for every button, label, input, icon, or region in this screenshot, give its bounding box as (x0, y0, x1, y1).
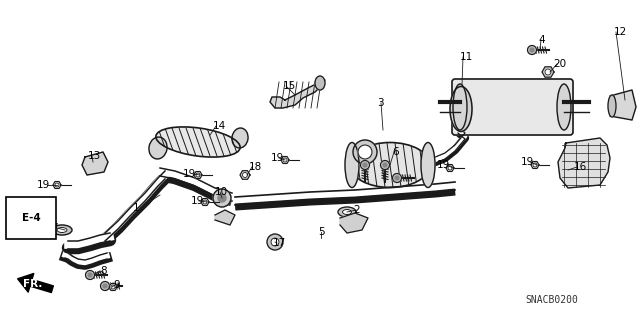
Circle shape (111, 285, 115, 289)
Text: 7: 7 (51, 223, 58, 233)
Text: 17: 17 (273, 238, 286, 248)
Circle shape (86, 271, 95, 279)
Circle shape (395, 176, 399, 180)
Ellipse shape (57, 227, 67, 233)
Text: FR.: FR. (23, 279, 42, 289)
Circle shape (530, 48, 534, 52)
Text: 11: 11 (460, 52, 473, 62)
Circle shape (203, 200, 207, 204)
Text: 19: 19 (271, 153, 284, 163)
Circle shape (103, 284, 107, 288)
Circle shape (360, 160, 369, 169)
Circle shape (271, 238, 279, 246)
Polygon shape (610, 90, 636, 120)
Ellipse shape (350, 143, 430, 188)
Polygon shape (281, 157, 289, 163)
Polygon shape (53, 182, 61, 189)
Text: E-4: E-4 (22, 213, 41, 223)
Ellipse shape (342, 210, 351, 214)
Ellipse shape (453, 84, 467, 130)
Text: 4: 4 (538, 35, 545, 45)
Polygon shape (240, 171, 250, 179)
Circle shape (267, 234, 283, 250)
Ellipse shape (232, 128, 248, 148)
Polygon shape (109, 284, 117, 291)
Ellipse shape (156, 127, 240, 157)
Text: 3: 3 (377, 98, 383, 108)
Circle shape (545, 69, 551, 75)
Circle shape (283, 158, 287, 162)
Circle shape (381, 160, 390, 169)
Text: 10: 10 (215, 187, 228, 197)
Text: 19: 19 (183, 169, 196, 179)
Ellipse shape (315, 76, 325, 90)
Text: 6: 6 (392, 147, 399, 157)
Polygon shape (270, 80, 325, 108)
Circle shape (55, 183, 59, 187)
Text: 16: 16 (574, 162, 588, 172)
Polygon shape (446, 165, 454, 172)
Text: 18: 18 (249, 162, 262, 172)
Ellipse shape (52, 225, 72, 235)
Polygon shape (201, 198, 209, 205)
Polygon shape (542, 67, 554, 77)
FancyBboxPatch shape (452, 79, 573, 135)
Circle shape (358, 145, 372, 159)
Text: 19: 19 (191, 196, 204, 206)
Polygon shape (340, 213, 368, 233)
Circle shape (383, 163, 387, 167)
Circle shape (243, 173, 248, 177)
FancyArrowPatch shape (18, 273, 53, 293)
Text: 5: 5 (318, 227, 324, 237)
Circle shape (392, 174, 401, 182)
Ellipse shape (345, 143, 359, 188)
Text: 15: 15 (283, 81, 296, 91)
Circle shape (88, 273, 92, 277)
Circle shape (218, 194, 226, 202)
Ellipse shape (338, 207, 356, 217)
Text: 19: 19 (521, 157, 534, 167)
Text: 14: 14 (213, 121, 227, 131)
Circle shape (213, 189, 231, 207)
Text: 13: 13 (88, 151, 101, 161)
Text: SNACB0200: SNACB0200 (525, 295, 578, 305)
Text: 8: 8 (100, 266, 107, 276)
Circle shape (100, 281, 109, 291)
Text: 12: 12 (614, 27, 627, 37)
Polygon shape (531, 161, 539, 168)
Polygon shape (558, 138, 610, 188)
Text: 20: 20 (553, 59, 566, 69)
Circle shape (196, 173, 200, 177)
Polygon shape (215, 210, 235, 225)
Text: 1: 1 (133, 203, 140, 213)
Polygon shape (82, 152, 108, 175)
Ellipse shape (421, 143, 435, 188)
Circle shape (527, 46, 536, 55)
Text: 2: 2 (353, 205, 360, 215)
Ellipse shape (149, 137, 167, 159)
Circle shape (363, 163, 367, 167)
Text: 9: 9 (113, 280, 120, 290)
Polygon shape (194, 172, 202, 178)
Ellipse shape (557, 84, 571, 130)
Ellipse shape (450, 86, 472, 131)
Circle shape (448, 166, 452, 170)
Ellipse shape (608, 95, 616, 117)
Text: 19: 19 (437, 160, 451, 170)
Circle shape (533, 163, 537, 167)
Text: 19: 19 (37, 180, 51, 190)
Circle shape (353, 140, 377, 164)
